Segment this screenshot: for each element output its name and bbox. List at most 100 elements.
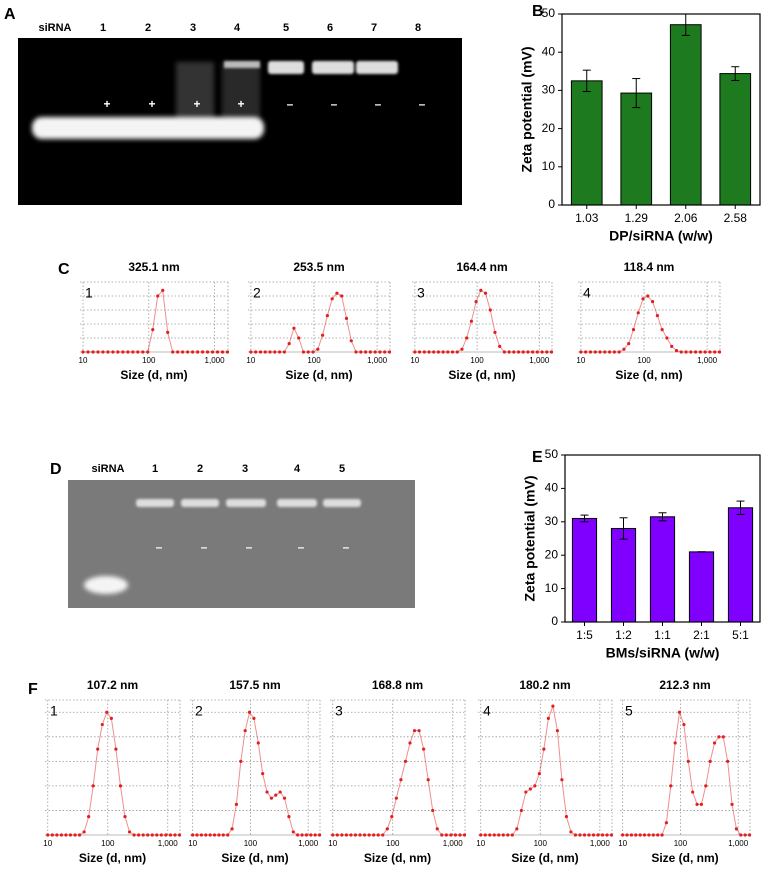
x-tick-label: 100	[534, 839, 548, 848]
panel-label: A	[4, 6, 16, 23]
plot-number: 3	[417, 285, 425, 301]
data-point	[181, 350, 185, 354]
data-point	[717, 350, 722, 354]
panel-label: C	[58, 261, 70, 278]
data-point	[282, 350, 286, 354]
data-point	[493, 330, 497, 334]
data-point	[309, 833, 313, 837]
data-point	[291, 830, 295, 834]
data-point	[254, 350, 258, 354]
error-bar	[736, 500, 745, 515]
size-curve	[47, 711, 180, 836]
data-point	[123, 814, 127, 819]
data-point	[349, 833, 353, 837]
data-point	[116, 350, 120, 354]
y-tick-label: 30	[542, 83, 556, 97]
data-point	[131, 350, 135, 354]
data-point	[521, 350, 525, 354]
data-point	[268, 350, 272, 354]
data-point	[497, 833, 501, 837]
data-point	[622, 347, 626, 351]
plot-number: 1	[50, 703, 58, 719]
data-point	[677, 710, 682, 714]
data-point	[413, 350, 417, 354]
gel-band	[277, 499, 317, 507]
data-point	[660, 833, 664, 837]
data-point	[691, 790, 695, 794]
data-point	[168, 833, 173, 837]
data-point	[126, 350, 130, 354]
data-point	[394, 796, 398, 800]
data-point	[378, 350, 382, 354]
data-point	[171, 350, 175, 354]
charge-label: –	[201, 540, 208, 554]
gel-band	[32, 117, 264, 139]
charge-label: –	[375, 97, 382, 111]
data-point	[516, 350, 521, 354]
size-curve	[332, 730, 465, 836]
data-point	[155, 833, 159, 837]
data-point	[612, 350, 616, 354]
data-point	[311, 350, 315, 354]
data-point	[252, 716, 256, 721]
y-tick-label: 40	[545, 481, 559, 495]
x-tick-label: 100	[637, 356, 651, 365]
data-point	[239, 759, 243, 763]
data-point	[287, 814, 291, 819]
data-point	[208, 833, 212, 837]
charge-label: +	[103, 97, 110, 111]
data-point	[664, 821, 669, 825]
data-point	[634, 833, 638, 837]
data-point	[81, 350, 85, 354]
data-point	[243, 729, 247, 733]
data-point	[460, 347, 464, 351]
bar	[669, 24, 702, 206]
chart-title: 157.5 nm	[229, 678, 280, 692]
gel-a	[18, 38, 462, 205]
data-point	[186, 350, 190, 354]
plot-number: 5	[625, 703, 633, 719]
data-point	[479, 288, 483, 292]
x-tick-label: 1:2	[615, 628, 632, 642]
data-point	[234, 802, 239, 806]
data-point	[651, 833, 655, 837]
lane-label: 2	[145, 22, 151, 34]
data-point	[427, 350, 431, 354]
charge-label: –	[419, 97, 426, 111]
data-point	[173, 833, 177, 837]
data-point	[353, 833, 358, 837]
data-point	[642, 833, 647, 837]
bar	[610, 527, 637, 623]
gel-d	[68, 480, 415, 608]
size-curve	[622, 712, 750, 836]
data-point	[579, 350, 583, 354]
data-point	[660, 328, 664, 332]
data-point	[249, 350, 253, 354]
error-bar	[580, 514, 589, 523]
data-point	[444, 833, 448, 837]
data-point	[199, 833, 204, 837]
data-point	[432, 350, 436, 354]
data-point	[426, 778, 430, 782]
data-point	[335, 833, 339, 837]
x-tick-label: 1,000	[697, 356, 718, 365]
data-point	[261, 772, 265, 776]
x-tick-label: 2.58	[724, 211, 748, 225]
data-point	[638, 833, 642, 837]
data-point	[734, 827, 739, 831]
panel-label: B	[532, 3, 544, 20]
x-tick-label: 10	[246, 356, 255, 365]
data-point	[588, 350, 593, 354]
data-point	[739, 833, 743, 837]
x-tick-label: 10	[410, 356, 419, 365]
data-point	[698, 350, 702, 354]
x-tick-label: 2:1	[693, 628, 710, 642]
data-point	[526, 350, 530, 354]
data-point	[176, 350, 180, 354]
x-tick-label: 1,000	[367, 356, 388, 365]
data-point	[492, 833, 496, 837]
y-axis-label: Zeta potential (mV)	[519, 46, 535, 172]
data-point	[300, 833, 304, 837]
data-point	[721, 735, 725, 739]
lane-label: 4	[234, 22, 241, 34]
